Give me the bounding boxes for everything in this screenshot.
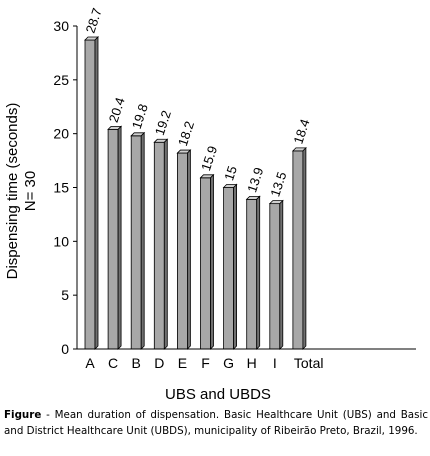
value-label: 18.2 (175, 119, 197, 148)
value-labels: 28.7 20.4 19.8 19.2 18.215.915 13.9 13.5 18.4 (83, 6, 313, 198)
y-axis-title-line2: N= 30 (22, 171, 39, 211)
caption-label: Figure (4, 409, 42, 421)
category-labels: A C B D E F G H I Total (85, 355, 323, 371)
y-axis-ticks: 0 5 10 15 20 25 30 (53, 18, 77, 357)
x-category-label: Total (294, 355, 324, 371)
y-tick-label: 10 (53, 233, 69, 249)
value-label: 13.9 (244, 166, 266, 195)
y-tick-label: 15 (53, 180, 69, 196)
bar (130, 135, 142, 350)
x-category-label: F (201, 355, 210, 371)
figure-caption: Figure - Mean duration of dispensation. … (4, 407, 428, 439)
bar-side (186, 149, 191, 350)
value-label: 19.2 (152, 108, 174, 137)
value-label: 20.4 (106, 96, 128, 125)
bar-side (256, 195, 261, 350)
x-category-label: E (178, 355, 187, 371)
bar (200, 177, 211, 350)
y-tick-label: 20 (53, 126, 69, 142)
bar-side (117, 125, 122, 350)
bar-side (140, 131, 145, 350)
bar-side (210, 173, 214, 350)
x-category-label: C (108, 355, 118, 371)
value-label: 19.8 (129, 102, 151, 131)
bar (153, 141, 165, 350)
y-tick-label: 30 (53, 18, 69, 34)
x-category-label: I (273, 355, 277, 371)
y-tick-label: 5 (61, 287, 69, 303)
bar (84, 39, 96, 350)
x-category-label: H (247, 355, 257, 371)
x-category-label: B (132, 355, 141, 371)
value-label: 15.9 (198, 144, 220, 173)
y-tick-label: 0 (61, 341, 69, 357)
bar-side (279, 199, 284, 350)
x-category-label: G (223, 355, 234, 371)
bar (292, 150, 304, 350)
y-tick-label: 25 (53, 72, 69, 88)
bar (246, 198, 258, 350)
value-label: 13.5 (267, 170, 289, 199)
value-label: 18.4 (290, 117, 312, 146)
bar-side (233, 183, 238, 350)
caption-text: - Mean duration of dispensation. Basic H… (4, 409, 428, 437)
bar (223, 187, 235, 350)
x-category-label: A (85, 355, 95, 371)
bar (176, 152, 188, 350)
value-label: 28.7 (83, 6, 105, 35)
bar-side (94, 36, 99, 350)
x-category-label: D (154, 355, 164, 371)
y-axis-title-line1: Dispensing time (seconds) (4, 103, 21, 280)
bar-side (302, 146, 307, 350)
x-axis-title: UBS and UBDS (165, 386, 271, 403)
bar (269, 203, 281, 350)
value-label: 15 (221, 164, 240, 182)
bars (84, 36, 307, 350)
bar (107, 128, 119, 350)
bar-side (163, 138, 168, 350)
